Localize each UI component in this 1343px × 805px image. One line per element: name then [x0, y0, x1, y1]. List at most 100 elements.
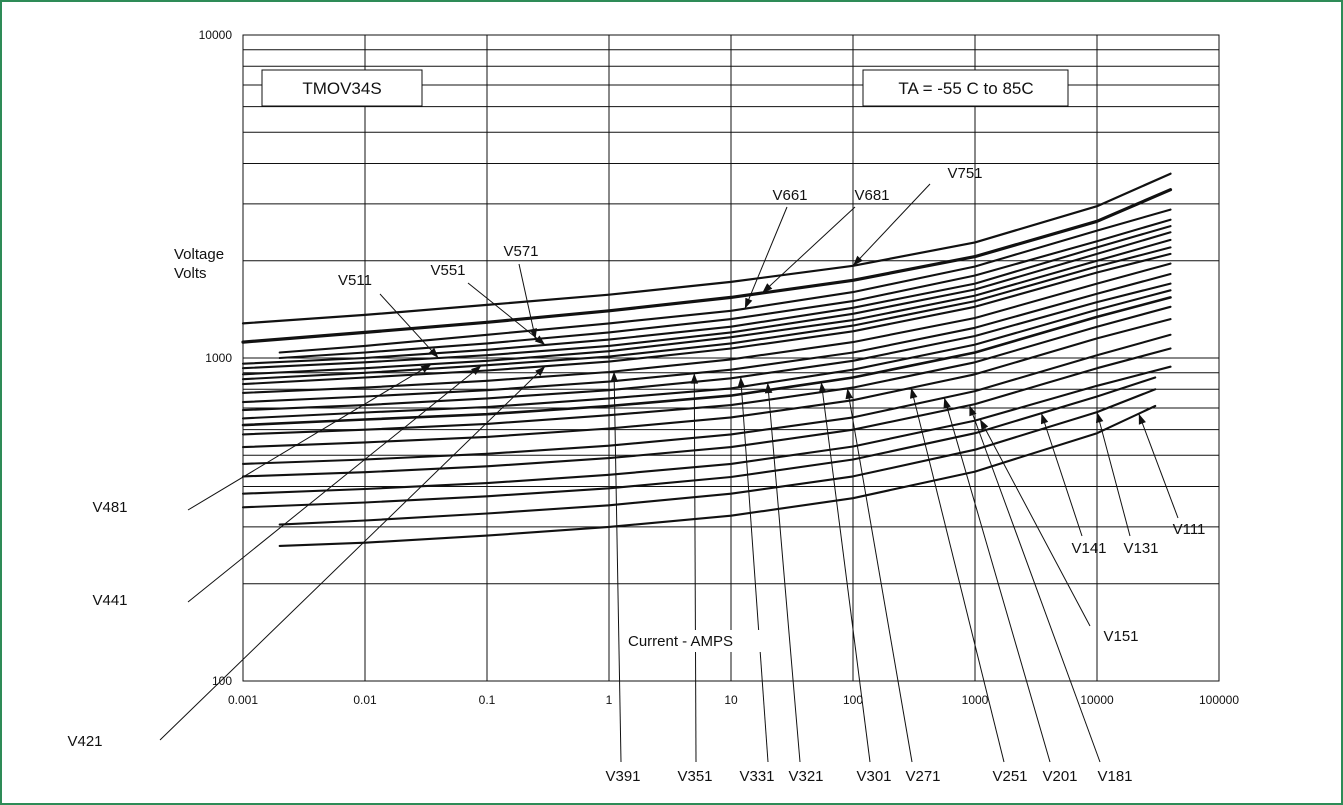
callout-label-v511: V511 [338, 272, 372, 289]
callout-arrow-v151 [979, 418, 1091, 627]
series-line-v301 [241, 296, 1172, 427]
callout-arrowhead-v391 [610, 371, 618, 382]
callout-arrow-v321 [767, 382, 801, 763]
series-line-v571 [278, 218, 1172, 360]
callout-arrow-v511 [379, 293, 439, 359]
callout-label-v321: V321 [788, 768, 823, 785]
callout-arrowhead-v481 [420, 364, 432, 373]
callout-arrow-v681 [761, 206, 856, 294]
series-line-v441 [241, 246, 1172, 381]
callout-arrow-v331 [740, 376, 769, 763]
series-layer [241, 172, 1173, 547]
callout-label-v111: V111 [1173, 521, 1206, 538]
callout-arrow-v421 [159, 365, 546, 741]
series-line-v511 [241, 231, 1172, 370]
x-axis-label: Current - AMPS [628, 633, 733, 650]
callout-arrowhead-v141 [1041, 413, 1049, 425]
x-tick-label: 0.1 [479, 693, 496, 707]
condition-label: TA = -55 C to 85C [898, 79, 1033, 98]
callout-arrow-v111 [1138, 413, 1179, 519]
callout-arrow-v271 [846, 388, 913, 763]
callout-arrow-v251 [910, 387, 1005, 763]
series-line-v131 [278, 388, 1157, 526]
series-line-v141 [241, 376, 1157, 509]
chart-title: TMOV34S [302, 79, 381, 98]
series-line-v271 [241, 305, 1172, 436]
callout-arrowhead-v551 [534, 335, 546, 345]
callout-label-v661: V661 [772, 187, 807, 204]
callout-arrow-v181 [968, 405, 1101, 763]
callout-arrowhead-v661 [744, 297, 753, 309]
y-axis-label-line2: Volts [174, 265, 207, 282]
callout-arrow-v391 [613, 371, 622, 763]
callout-label-v391: V391 [605, 768, 640, 785]
series-line-v111 [278, 404, 1157, 547]
callout-arrowhead-v421 [535, 366, 546, 377]
callout-label-v151: V151 [1103, 628, 1138, 645]
x-tick-label: 1000 [962, 693, 989, 707]
callout-arrow-v131 [1096, 411, 1131, 537]
series-line-v661 [278, 208, 1172, 354]
series-line-v251 [241, 318, 1172, 449]
callout-label-v131: V131 [1123, 540, 1158, 557]
callout-label-v141: V141 [1071, 540, 1106, 557]
series-line-v151 [241, 365, 1172, 495]
plot-border [242, 34, 1220, 682]
x-tick-label: 1 [606, 693, 613, 707]
x-tick-label: 0.001 [228, 693, 258, 707]
callout-arrow-v551 [467, 282, 546, 346]
callout-arrowhead-v441 [471, 365, 482, 375]
callout-label-v421: V421 [67, 733, 102, 750]
callout-arrowhead-v351 [690, 373, 699, 384]
title-box [261, 69, 423, 107]
callout-label-v271: V271 [905, 768, 940, 785]
callout-arrowhead-v751 [853, 255, 863, 266]
callout-label-v331: V331 [739, 768, 774, 785]
callout-label-v351: V351 [677, 768, 712, 785]
callout-arrowhead-v111 [1138, 413, 1146, 425]
callout-arrow-v301 [820, 382, 871, 763]
x-tick-label: 0.01 [353, 693, 377, 707]
callout-label-v571: V571 [503, 243, 538, 260]
callout-arrow-v481 [187, 363, 432, 511]
callout-label-v201: V201 [1042, 768, 1077, 785]
callout-arrowhead-v131 [1096, 412, 1104, 424]
callout-label-v681: V681 [854, 187, 889, 204]
callout-arrowhead-v681 [762, 283, 773, 294]
callout-arrowhead-v271 [845, 388, 853, 400]
callout-arrow-v351 [693, 373, 697, 763]
tick-layer: 0.001 0.01 0.1 1 10 100 1000 10000 100000 100 1000… [199, 28, 1240, 707]
series-line-v321 [241, 289, 1172, 420]
series-line-v481 [241, 238, 1172, 376]
callout-arrow-v661 [744, 206, 788, 309]
callout-arrowhead-v151 [980, 419, 989, 431]
series-line-v181 [241, 347, 1172, 478]
callout-arrowhead-v511 [428, 347, 439, 358]
callout-arrowhead-v331 [737, 377, 746, 388]
callout-label-v551: V551 [430, 262, 465, 279]
callout-label-v301: V301 [856, 768, 891, 785]
x-tick-label: 100 [843, 693, 863, 707]
series-line-v551 [241, 225, 1172, 365]
grid-layer [242, 35, 1220, 682]
condition-box [862, 69, 1069, 107]
callout-arrowhead-v321 [764, 382, 773, 394]
x-tick-label: 10000 [1080, 693, 1114, 707]
callout-label-v751: V751 [947, 165, 982, 182]
callout-arrowhead-v251 [910, 387, 918, 399]
y-tick-label: 10000 [199, 28, 233, 42]
series-line-v751 [241, 172, 1172, 325]
x-tick-label: 10 [724, 693, 738, 707]
y-tick-label: 1000 [205, 351, 232, 365]
series-line-v331 [241, 282, 1172, 412]
callout-arrow-v751 [852, 183, 931, 267]
callout-arrow-v441 [187, 365, 482, 603]
series-line-v201 [241, 333, 1172, 465]
callout-arrowhead-v181 [969, 405, 977, 417]
callout-label-v251: V251 [992, 768, 1027, 785]
series-line-v421 [241, 252, 1172, 386]
series-line-v351 [241, 272, 1172, 404]
callout-arrowhead-v301 [818, 382, 827, 393]
y-tick-label: 100 [212, 674, 232, 688]
